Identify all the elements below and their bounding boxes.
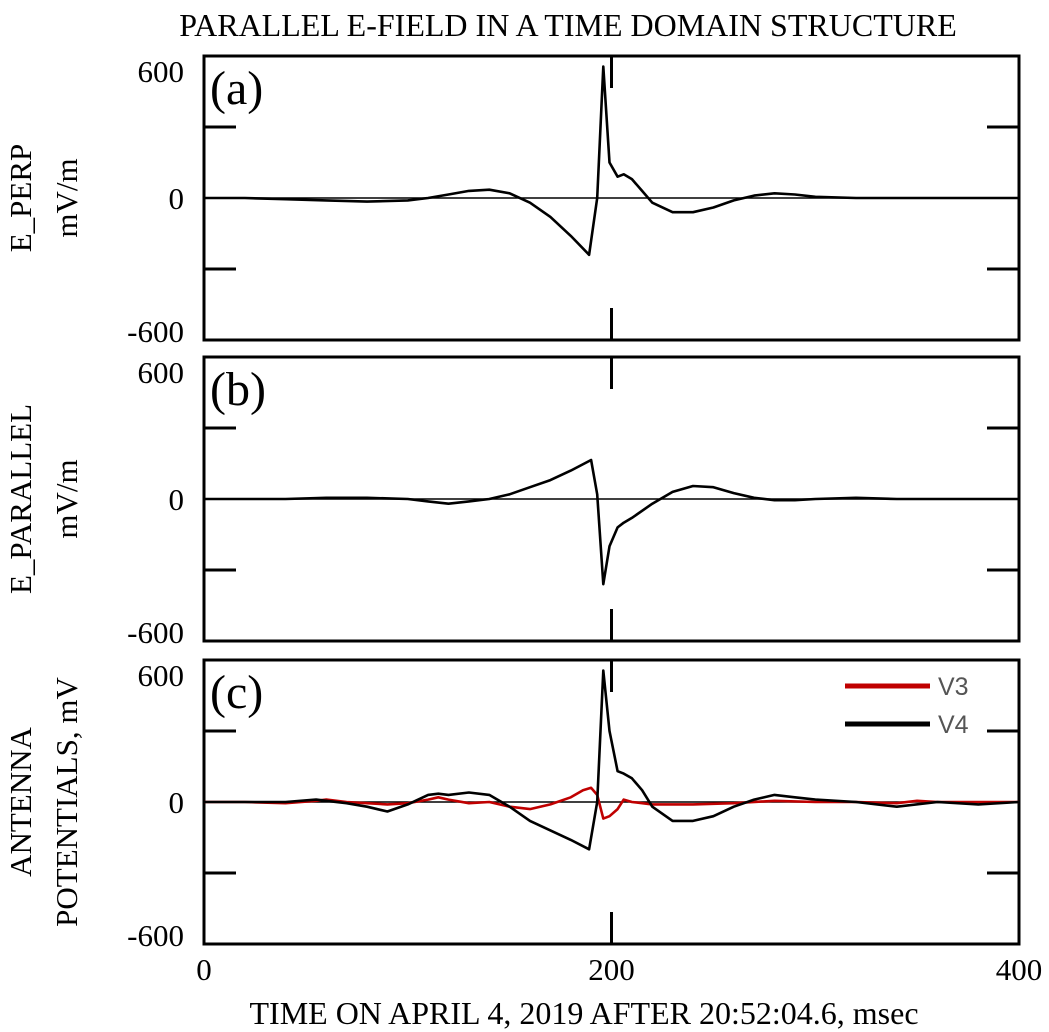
y-tick-label: -600: [127, 918, 184, 953]
chart-panel-1: 600 0 -600 (a) E_PERP mV/m: [3, 54, 1021, 349]
y-tick-label: -600: [127, 314, 184, 349]
y-tick-label: 0: [169, 181, 185, 216]
y-axis-label: ANTENNA: [3, 726, 38, 876]
y-axis-label: mV/m: [49, 459, 84, 538]
y-tick-label: -600: [127, 615, 184, 650]
x-tick-label: 200: [588, 952, 635, 987]
y-tick-label: 0: [169, 482, 185, 517]
y-tick-label: 600: [138, 54, 185, 89]
y-tick-label: 600: [138, 355, 185, 390]
series-line: [204, 458, 1019, 586]
y-tick-label: 0: [169, 785, 185, 820]
chart-panel-2: 600 0 -600 (b) E_PARALLEL mV/m: [3, 355, 1021, 650]
legend-label: V4: [938, 711, 969, 739]
series-line-v3: [204, 786, 1019, 820]
panel-label: (c): [210, 666, 263, 719]
series-line-v4: [204, 669, 1020, 851]
chart-panel-3: 600 0 -600 (c) ANTENNA POTENTIALS, mV 0 200 400 V…: [3, 658, 1042, 987]
x-tick-label: 400: [996, 952, 1043, 987]
chart-title: PARALLEL E-FIELD IN A TIME DOMAIN STRUCT…: [179, 7, 956, 43]
y-axis-label: mV/m: [49, 158, 84, 237]
y-axis-label: E_PERP: [3, 144, 38, 253]
y-axis-label: POTENTIALS, mV: [49, 677, 84, 927]
series-line: [204, 65, 1019, 257]
x-tick-label: 0: [196, 952, 212, 987]
panel-label: (a): [210, 62, 263, 115]
y-tick-label: 600: [138, 658, 185, 693]
x-axis-label: TIME ON APRIL 4, 2019 AFTER 20:52:04.6, …: [249, 995, 918, 1031]
legend-label: V3: [938, 673, 969, 701]
y-axis-label: E_PARALLEL: [3, 404, 38, 594]
panel-label: (b): [210, 363, 266, 416]
